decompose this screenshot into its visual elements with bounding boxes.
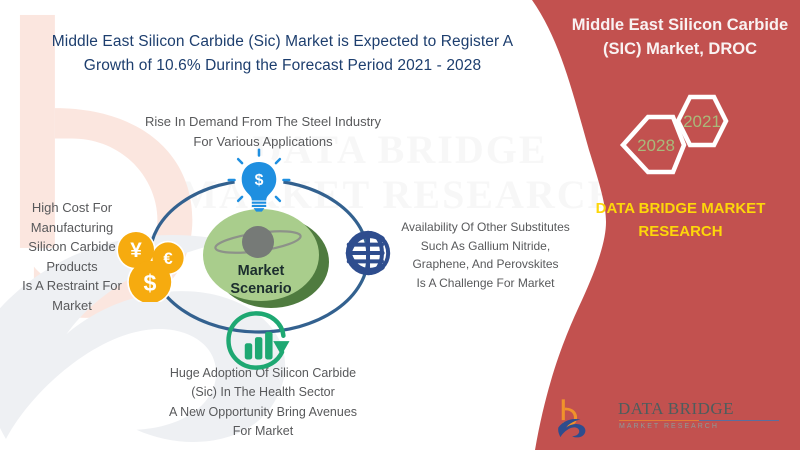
- svg-text:2028: 2028: [637, 136, 675, 155]
- svg-text:2021: 2021: [683, 112, 721, 131]
